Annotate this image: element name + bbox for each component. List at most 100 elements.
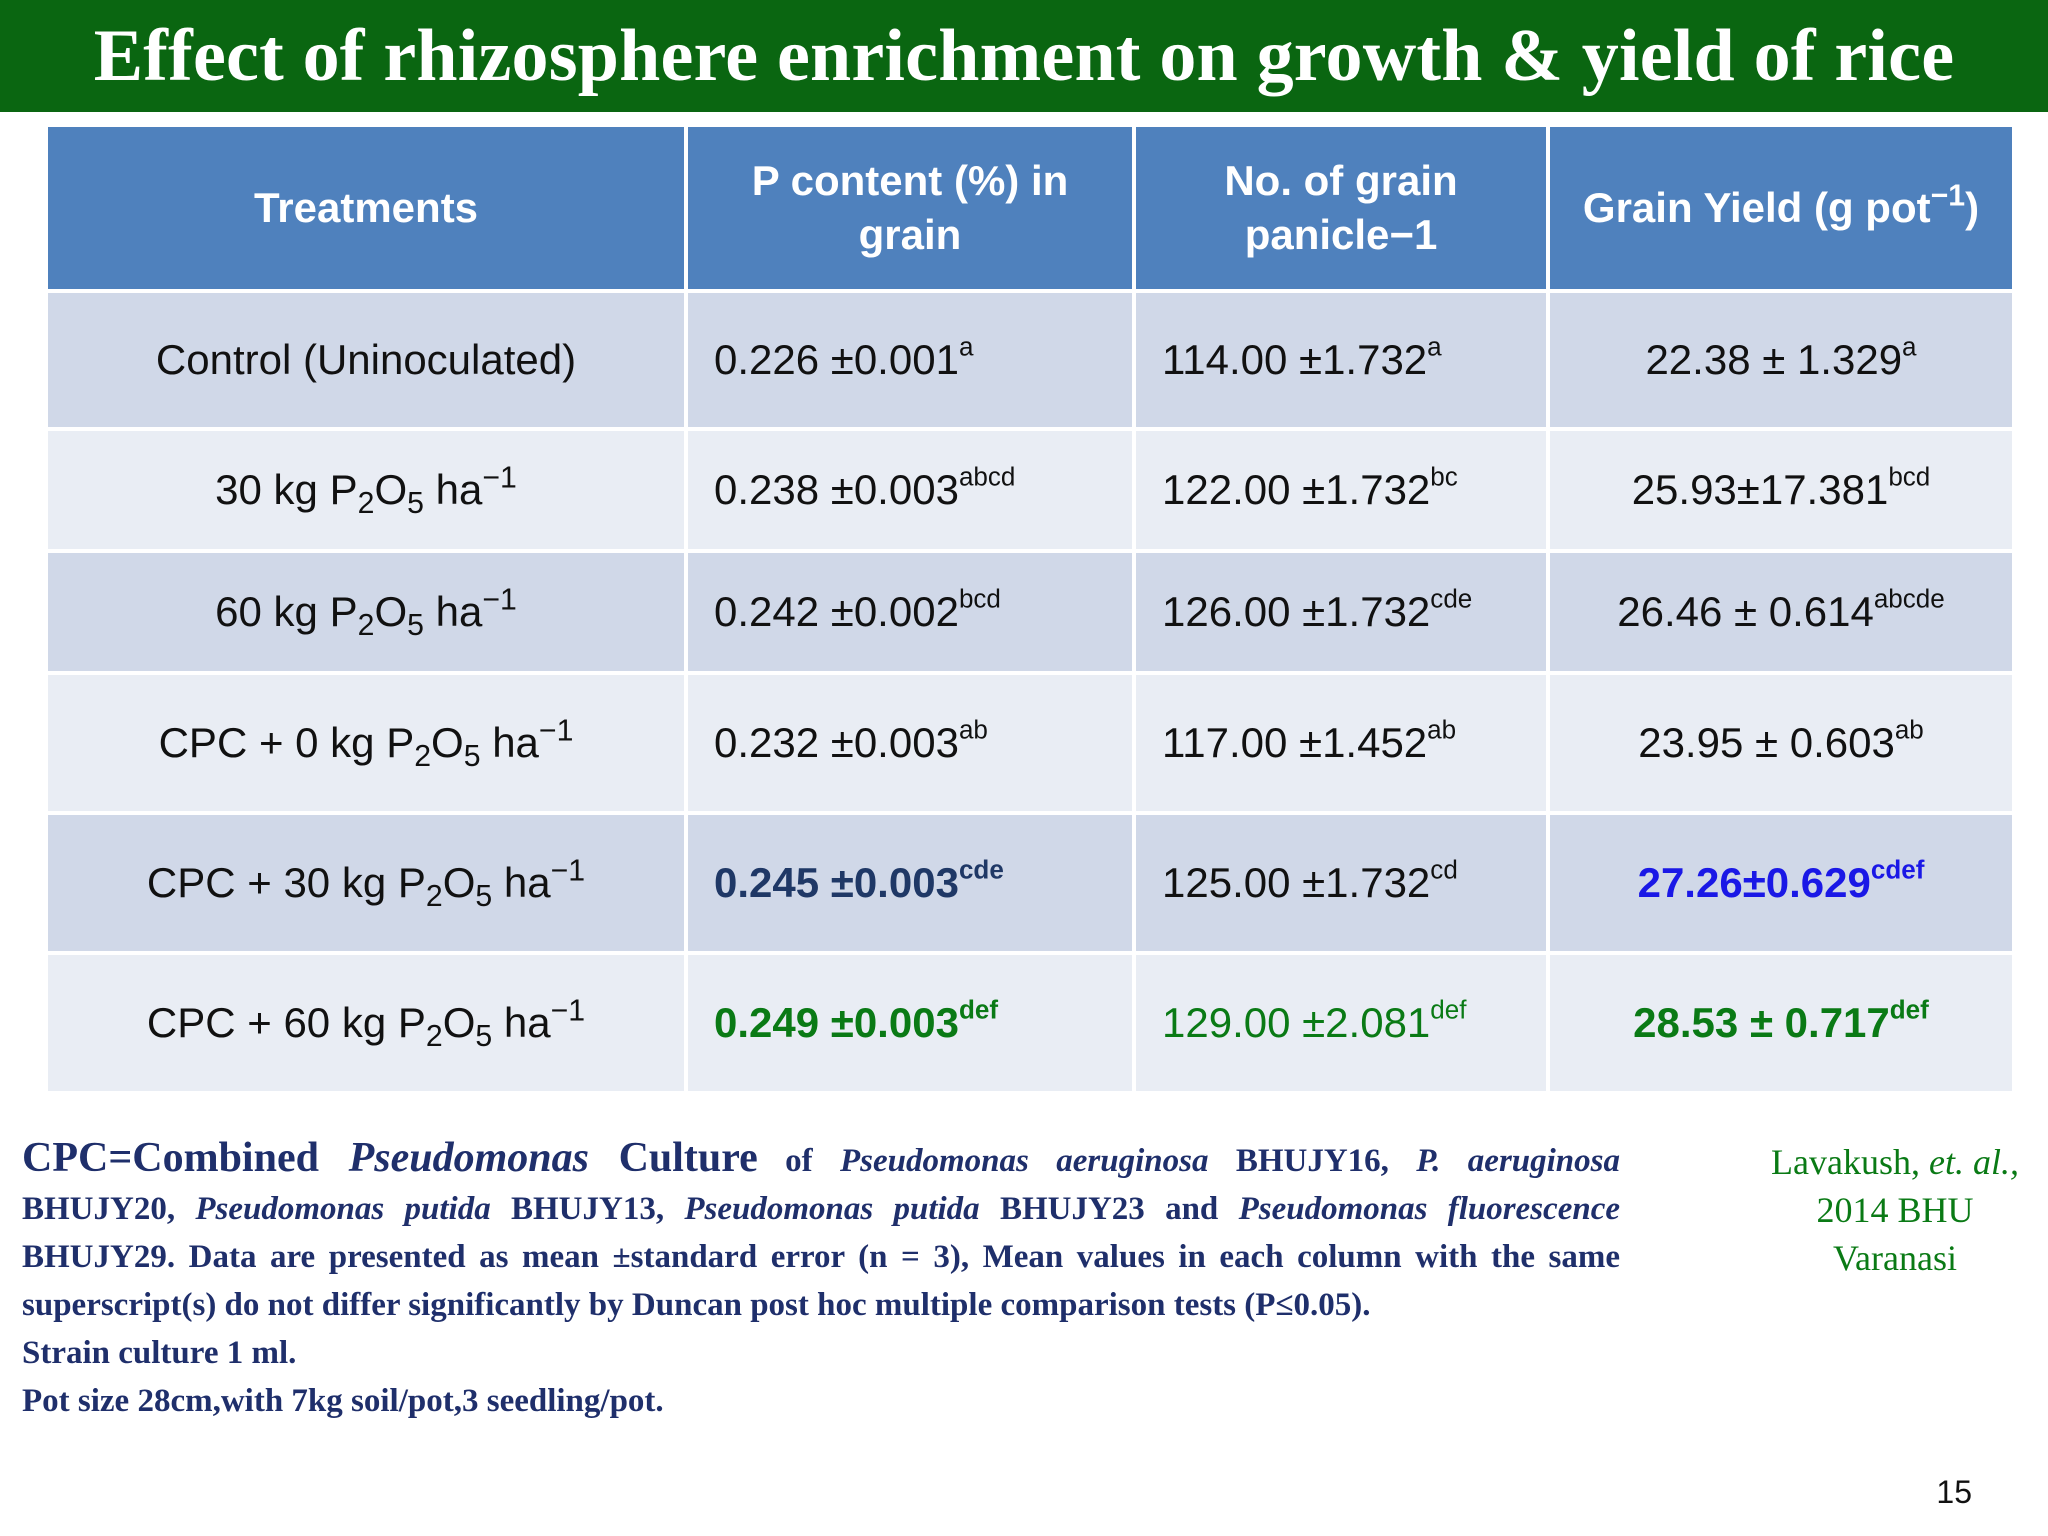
treatment-label: 30 kg P [215,466,358,513]
footnote-paragraph: CPC=Combined Pseudomonas Culture of Pseu… [22,1134,1620,1329]
grain-number-sup: cd [1430,854,1458,885]
treatment-sub: 5 [407,609,424,643]
header-treatments: Treatments [48,127,684,289]
grain-yield-sup: a [1902,331,1917,362]
grain-yield-cell: 26.46 ± 0.614abcde [1550,553,2012,671]
footnote-text: Pseudomonas aeruginosa [840,1143,1209,1179]
grain-number-value: 129.00 ±2.081 [1162,999,1431,1046]
p-content-value: 0.226 ±0.001 [714,336,959,383]
treatment-label: O [442,999,476,1046]
p-content-sup: abcd [958,461,1016,492]
footnote-pot-line: Pot size 28cm,with 7kg soil/pot,3 seedli… [22,1383,664,1419]
table-row: Control (Uninoculated) 0.226 ±0.001a 114… [48,293,2012,427]
treatment-sub: 2 [414,740,432,774]
header-grain-yield-sup: −1 [1930,179,1966,213]
treatment-sup: −1 [550,994,586,1028]
p-content-cell: 0.242 ±0.002bcd [688,553,1132,671]
header-grain-number: No. of grain panicle−1 [1136,127,1546,289]
p-content-value: 0.249 ±0.003 [714,999,959,1046]
treatment-cell: 30 kg P2O5 ha−1 [48,431,684,549]
treatment-cell: 60 kg P2O5 ha−1 [48,553,684,671]
grain-yield-value: 25.93±17.381 [1631,466,1889,513]
treatment-label: O [374,466,408,513]
citation-line: Lavakush, et. al., [1700,1138,2048,1186]
grain-number-sup: ab [1427,714,1457,745]
table-row: 30 kg P2O5 ha−1 0.238 ±0.003abcd 122.00 … [48,431,2012,549]
grain-number-value: 114.00 ±1.732 [1162,336,1428,383]
treatment-sup: −1 [538,714,574,748]
grain-yield-value: 26.46 ± 0.614 [1617,588,1874,635]
footnote-text: Culture [588,1135,758,1181]
treatment-sub: 2 [425,1020,443,1054]
treatment-sub: 2 [357,609,375,643]
citation: Lavakush, et. al., 2014 BHU Varanasi [1700,1138,2048,1282]
p-content-value: 0.242 ±0.002 [714,588,959,635]
treatment-label: Control (Uninoculated) [155,336,577,383]
grain-number-cell: 122.00 ±1.732bc [1136,431,1546,549]
grain-number-sup: cde [1430,583,1473,614]
p-content-cell: 0.232 ±0.003ab [688,675,1132,811]
footnote-text: Pseudomonas putida [684,1191,980,1227]
footnote-text: Pseudomonas [348,1135,589,1181]
treatment-sub: 5 [407,487,424,521]
title-bar: Effect of rhizosphere enrichment on grow… [0,0,2048,112]
results-table: Treatments P content (%) in grain No. of… [44,123,2016,1095]
treatment-sup: −1 [550,854,586,888]
footnote-strain-line: Strain culture 1 ml. [22,1335,297,1371]
treatment-sub: 2 [357,487,375,521]
table-row: CPC + 0 kg P2O5 ha−1 0.232 ±0.003ab 117.… [48,675,2012,811]
treatment-sub: 5 [463,740,481,774]
grain-yield-value: 27.26±0.629 [1637,859,1871,906]
footnote-text: BHUJY23 and [979,1191,1239,1227]
grain-number-cell: 129.00 ±2.081def [1136,955,1546,1091]
grain-number-value: 125.00 ±1.732 [1162,859,1431,906]
treatment-sup: −1 [482,461,517,495]
page-number: 15 [1936,1474,1972,1510]
grain-yield-value: 23.95 ± 0.603 [1638,719,1895,766]
p-content-value: 0.238 ±0.003 [714,466,959,513]
treatment-label: ha [492,999,551,1046]
table-row: CPC + 60 kg P2O5 ha−1 0.249 ±0.003def 12… [48,955,2012,1091]
treatment-cell: CPC + 60 kg P2O5 ha−1 [48,955,684,1091]
grain-yield-cell: 25.93±17.381bcd [1550,431,2012,549]
p-content-value: 0.232 ±0.003 [714,719,959,766]
grain-number-cell: 126.00 ±1.732cde [1136,553,1546,671]
p-content-sup: def [958,994,998,1025]
grain-yield-sup: def [1889,994,1929,1025]
grain-number-sup: def [1430,994,1467,1025]
grain-yield-value: 22.38 ± 1.329 [1645,336,1903,383]
table-row: CPC + 30 kg P2O5 ha−1 0.245 ±0.003cde 12… [48,815,2012,951]
footnote-text: BHUJY29. Data are presented as mean ±sta… [22,1239,1620,1323]
treatment-cell: CPC + 30 kg P2O5 ha−1 [48,815,684,951]
p-content-cell: 0.245 ±0.003cde [688,815,1132,951]
grain-yield-cell: 23.95 ± 0.603ab [1550,675,2012,811]
p-content-cell: 0.226 ±0.001a [688,293,1132,427]
footnote-text: of [757,1143,841,1179]
p-content-value: 0.245 ±0.003 [714,859,959,906]
treatment-label: O [374,588,408,635]
footnote-text: BHUJY20, [22,1191,196,1227]
treatment-label: 60 kg P [215,588,358,635]
citation-etal: et. al., [1928,1142,2019,1182]
citation-line: Varanasi [1833,1238,1957,1278]
footnote-text: CPC=Combined [22,1135,349,1181]
treatment-label: O [431,719,464,766]
header-p-content: P content (%) in grain [688,127,1132,289]
grain-yield-sup: bcd [1888,461,1931,492]
p-content-sup: a [958,331,974,362]
grain-number-value: 117.00 ±1.452 [1162,719,1428,766]
p-content-cell: 0.249 ±0.003def [688,955,1132,1091]
footnote-text: BHUJY16, [1208,1143,1417,1179]
header-grain-yield: Grain Yield (g pot−1) [1550,127,2012,289]
table-header-row: Treatments P content (%) in grain No. of… [48,127,2012,289]
grain-number-cell: 117.00 ±1.452ab [1136,675,1546,811]
grain-number-value: 126.00 ±1.732 [1162,588,1431,635]
slide-title: Effect of rhizosphere enrichment on grow… [93,14,1955,97]
grain-number-sup: a [1427,331,1442,362]
treatment-label: CPC + 30 kg P [146,859,426,906]
header-grain-yield-text: Grain Yield (g pot [1582,184,1931,231]
treatment-sub: 5 [475,1020,493,1054]
table-row: 60 kg P2O5 ha−1 0.242 ±0.002bcd 126.00 ±… [48,553,2012,671]
grain-yield-cell: 22.38 ± 1.329a [1550,293,2012,427]
footnote-text: Pseudomonas putida [195,1191,491,1227]
